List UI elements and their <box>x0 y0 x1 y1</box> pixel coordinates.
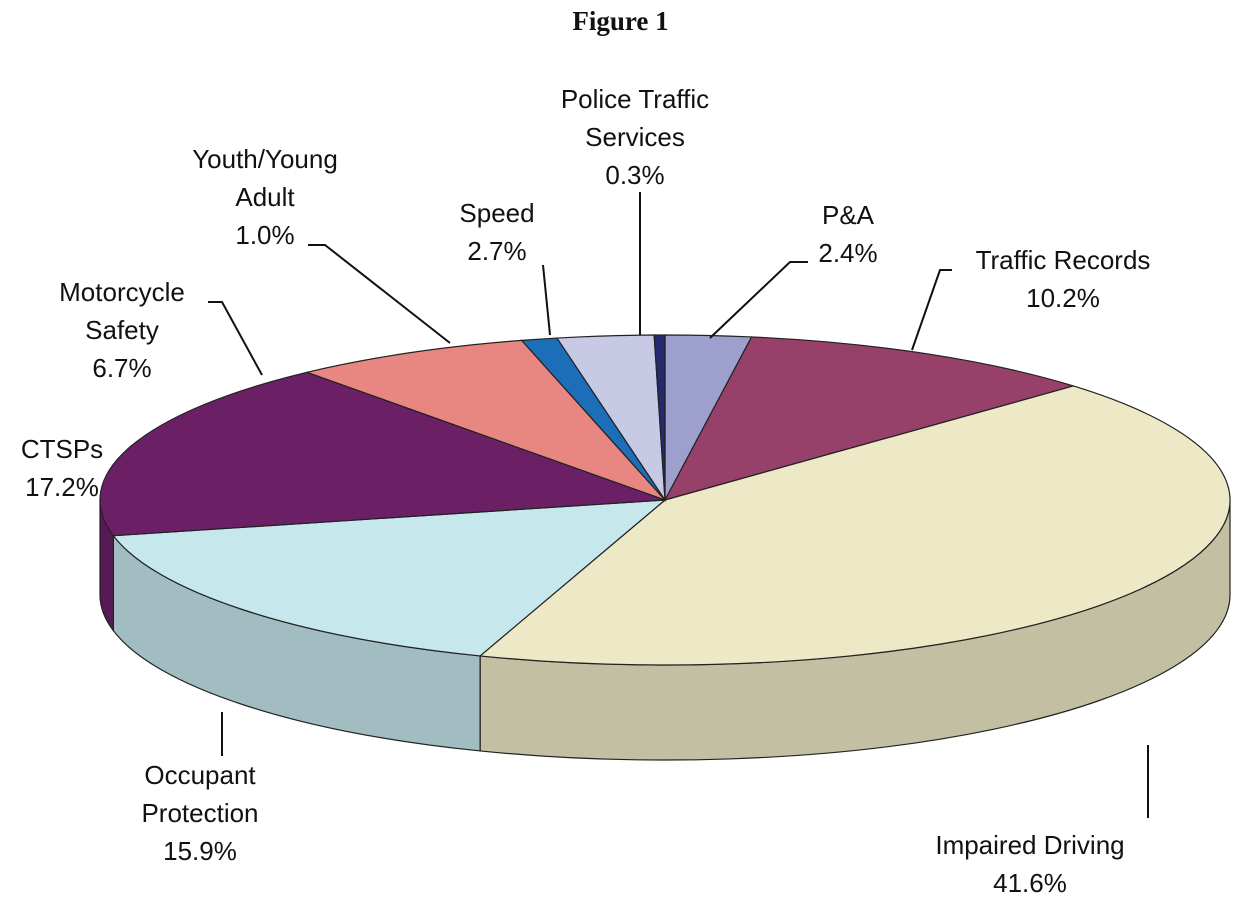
category-label: Speed <box>459 198 535 228</box>
value-label: 10.2% <box>1026 283 1100 313</box>
leader-line <box>308 244 451 344</box>
slice-label: Police Traffic Services 0.3% <box>535 80 735 194</box>
slice-label: Impaired Driving 41.6% <box>885 826 1175 902</box>
category-label: Youth/Young Adult <box>192 144 338 212</box>
value-label: 17.2% <box>25 472 99 502</box>
value-label: 6.7% <box>92 353 152 383</box>
value-label: 15.9% <box>163 836 237 866</box>
category-label: Police Traffic Services <box>560 84 710 152</box>
category-label: Traffic Records <box>975 245 1151 275</box>
slice-label: Youth/Young Adult 1.0% <box>175 140 355 254</box>
slice-label: CTSPs 17.2% <box>2 430 122 506</box>
slice-label: Occupant Protection 15.9% <box>115 756 285 870</box>
pie-slice <box>478 385 1231 666</box>
pie-slice <box>112 499 667 657</box>
leader-line <box>709 261 808 339</box>
leader-line <box>542 264 551 336</box>
slice-label: Traffic Records 10.2% <box>923 241 1203 317</box>
pie-slice <box>304 339 666 501</box>
pie-slice <box>99 371 666 537</box>
slice-label: P&A 2.4% <box>798 196 898 272</box>
value-label: 1.0% <box>235 220 295 250</box>
slice-label: Motorcycle Safety 6.7% <box>37 273 207 387</box>
category-label: CTSPs <box>20 434 104 464</box>
category-label: P&A <box>821 200 875 230</box>
category-label: Impaired Driving <box>935 830 1125 860</box>
pie-slice <box>653 334 666 501</box>
leader-line <box>208 301 263 376</box>
value-label: 2.7% <box>467 236 527 266</box>
pie-tops <box>99 334 1231 666</box>
category-label: Motorcycle Safety <box>59 277 185 345</box>
leader-line <box>911 269 952 351</box>
value-label: 0.3% <box>605 160 665 190</box>
chart-title: Figure 1 <box>572 6 669 36</box>
slice-label: Speed 2.7% <box>442 194 552 270</box>
category-label: Occupant Protection <box>141 760 259 828</box>
value-label: 2.4% <box>818 238 878 268</box>
value-label: 41.6% <box>993 868 1067 898</box>
pie-slice <box>663 336 1076 501</box>
